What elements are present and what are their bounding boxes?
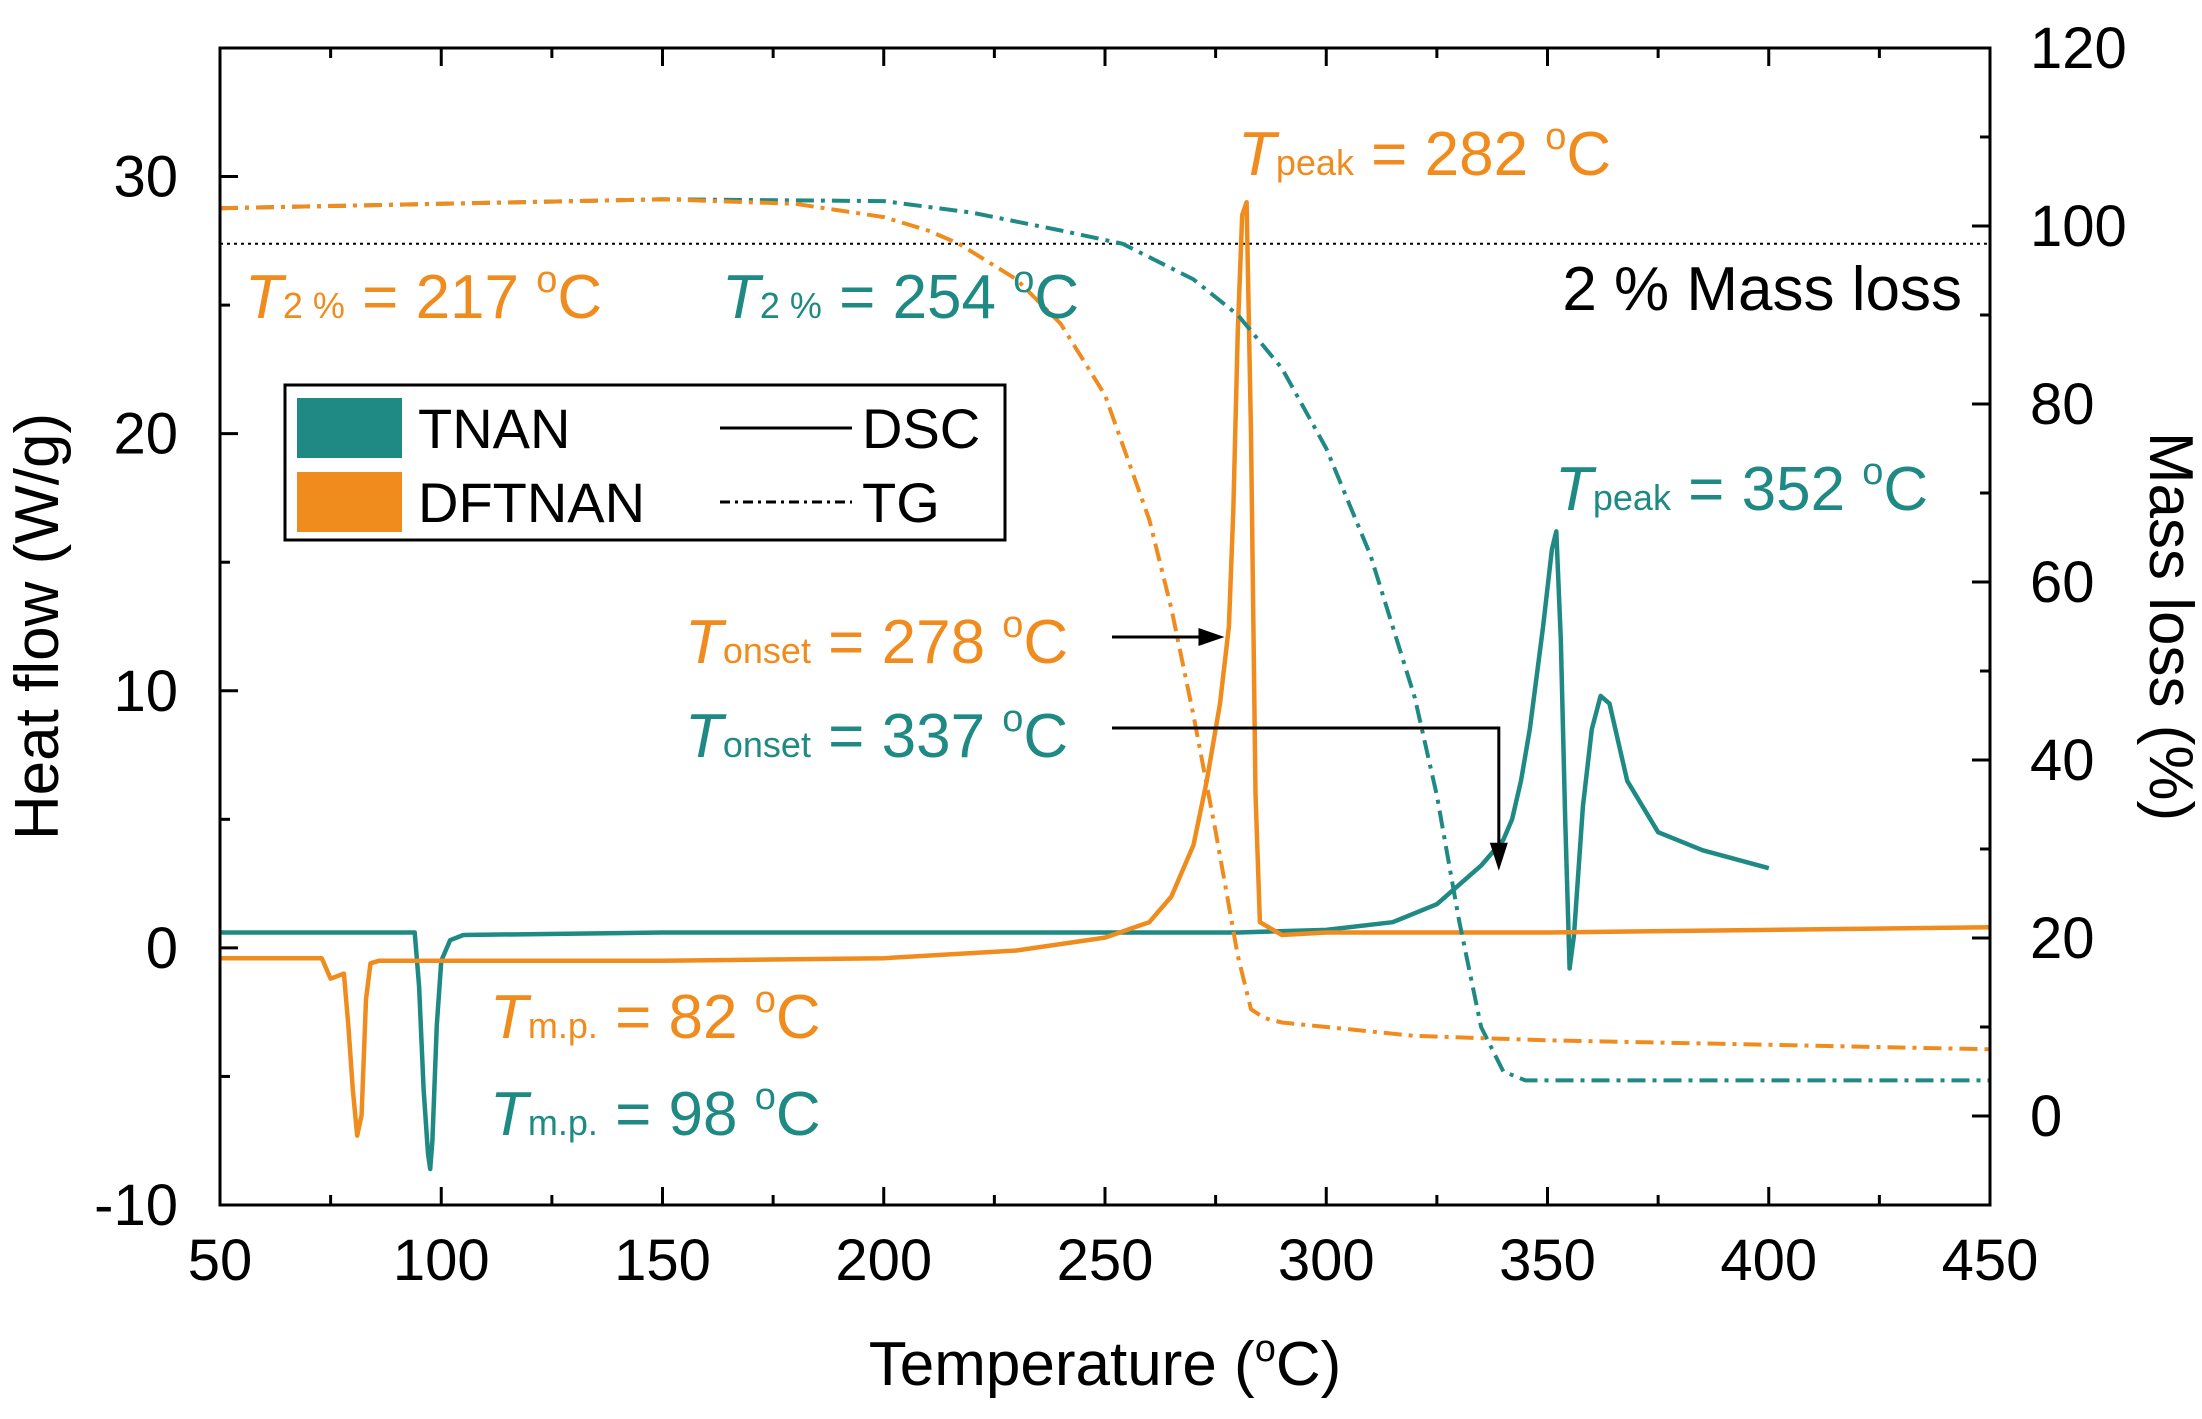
- y-left-tick-label-0: 0: [146, 916, 178, 981]
- x-tick-label-250: 250: [1057, 1228, 1154, 1293]
- y-left-tick-label-30: 30: [113, 145, 178, 210]
- x-tick-label-400: 400: [1720, 1228, 1817, 1293]
- y-left-tick-label-20: 20: [113, 402, 178, 467]
- x-axis-title: Temperature (oC): [869, 1328, 1342, 1399]
- x-tick-label-150: 150: [614, 1228, 711, 1293]
- legend-label-dsc: DSC: [862, 397, 980, 460]
- arrow-onset-tnan-head: [1489, 842, 1508, 871]
- arrow-onset-tnan-shaft: [1112, 726, 1501, 845]
- series-line-dftnan-tg: [219, 197, 1991, 1052]
- series-line-tnan-dsc: [220, 529, 1770, 1172]
- axes: [218, 46, 1992, 1207]
- x-tick-label-300: 300: [1278, 1228, 1375, 1293]
- x-tick-label-50: 50: [188, 1228, 253, 1293]
- y-right-tick-label-100: 100: [2030, 194, 2127, 259]
- annotation-t2-dftnan: T2 % = 217 oC: [245, 259, 602, 332]
- y-right-tick-label-40: 40: [2030, 728, 2095, 793]
- annotation-t2-tnan: T2 % = 254 oC: [722, 259, 1079, 332]
- y-right-tick-label-80: 80: [2030, 372, 2095, 437]
- annotation-peak-tnan: Tpeak = 352 oC: [1555, 451, 1928, 524]
- x-tick-label-350: 350: [1499, 1228, 1596, 1293]
- legend-label-dftnan: DFTNAN: [418, 471, 645, 534]
- y-right-tick-label-0: 0: [2030, 1084, 2062, 1149]
- annotation-mp-tnan: Tm.p. = 98 oC: [490, 1076, 821, 1149]
- y-right-axis-title: Mass loss (%): [2136, 432, 2202, 821]
- plot-lines: [219, 197, 1991, 1172]
- y-left-tick-label-10: 10: [113, 659, 178, 724]
- x-tick-label-450: 450: [1942, 1228, 2039, 1293]
- x-tick-label-100: 100: [393, 1228, 490, 1293]
- series-line-tnan-tg: [219, 197, 1990, 1083]
- annotation-mp-dftnan: Tm.p. = 82 oC: [490, 979, 821, 1052]
- y-right-tick-label-120: 120: [2030, 16, 2127, 81]
- legend-swatch-dftnan: [297, 472, 402, 532]
- series-line-dftnan-dsc: [220, 200, 1991, 1138]
- legend-label-tnan: TNAN: [418, 397, 570, 460]
- y-right-tick-label-60: 60: [2030, 550, 2095, 615]
- y-left-axis-title: Heat flow (W/g): [3, 413, 72, 840]
- y-right-tick-label-20: 20: [2030, 906, 2095, 971]
- ticks: 50 100 150 200 250 300 350 400 450-1001020300204…: [3, 16, 2202, 1399]
- legend-swatch-tnan: [297, 398, 402, 458]
- legend: TNAN DFTNAN DSC TG: [283, 383, 1007, 542]
- annotations: 2 % Mass loss Tpeak = 282 oC Tpeak = 352 o…: [245, 116, 1962, 1149]
- annotation-peak-dftnan: Tpeak = 282 oC: [1238, 116, 1611, 189]
- legend-label-tg: TG: [862, 471, 940, 534]
- x-tick-label-200: 200: [835, 1228, 932, 1293]
- legend-box: [283, 383, 1007, 542]
- annotation-onset-tnan: Tonset = 337 oC: [685, 698, 1068, 771]
- plot-frame: [218, 46, 1992, 1207]
- y-left-tick-label--10: -10: [94, 1173, 178, 1238]
- reference-line-label: 2 % Mass loss: [1562, 255, 1962, 324]
- annotation-onset-dftnan: Tonset = 278 oC: [685, 604, 1068, 677]
- arrow-onset-dftnan-head: [1198, 628, 1225, 646]
